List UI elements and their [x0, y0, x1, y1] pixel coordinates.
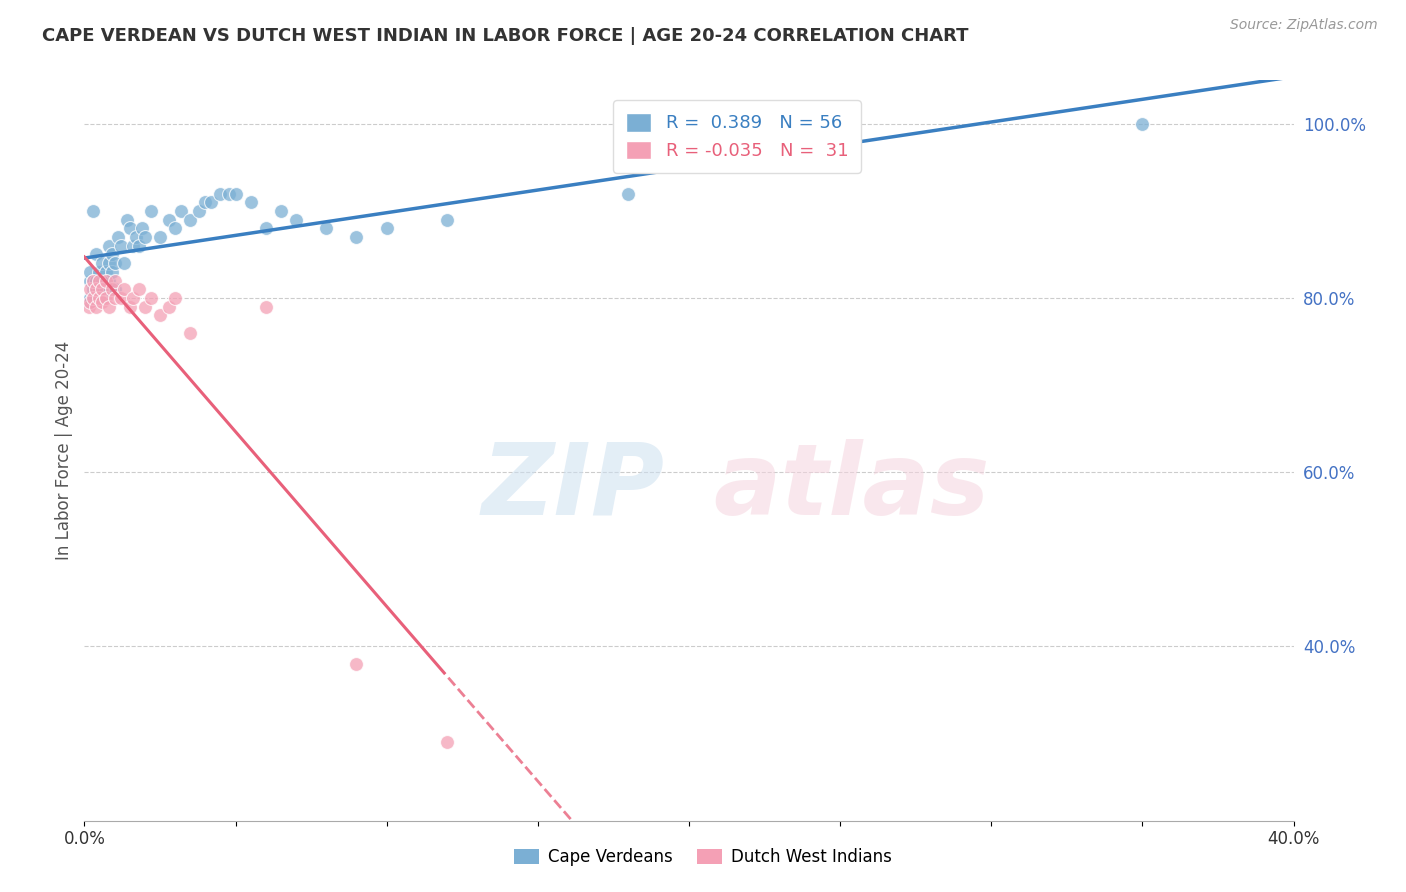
Point — [89, 291, 111, 305]
Point — [436, 735, 458, 749]
Point — [100, 265, 122, 279]
Point — [170, 203, 193, 218]
Point — [94, 274, 117, 288]
Point — [91, 274, 114, 288]
Point — [617, 186, 640, 201]
Point — [91, 282, 114, 296]
Point — [97, 274, 120, 288]
Point — [157, 212, 180, 227]
Point — [86, 274, 108, 288]
Point — [110, 239, 132, 253]
Point — [91, 256, 114, 270]
Point — [104, 274, 127, 288]
Point — [86, 282, 108, 296]
Point — [200, 195, 222, 210]
Point — [94, 265, 117, 279]
Point — [1130, 117, 1153, 131]
Point — [79, 291, 101, 305]
Point — [115, 212, 138, 227]
Point — [79, 282, 101, 296]
Text: ZIP: ZIP — [482, 439, 665, 536]
Point — [82, 291, 104, 305]
Point — [254, 221, 277, 235]
Point — [188, 203, 211, 218]
Text: atlas: atlas — [713, 439, 990, 536]
Point — [165, 221, 187, 235]
Point — [112, 282, 135, 296]
Point — [436, 212, 458, 227]
Point — [285, 212, 308, 227]
Point — [100, 247, 122, 261]
Point — [128, 282, 150, 296]
Point — [82, 274, 104, 288]
Point — [79, 295, 101, 310]
Point — [270, 203, 292, 218]
Point — [346, 657, 368, 671]
Point — [77, 295, 100, 310]
Point — [134, 230, 156, 244]
Point — [89, 274, 111, 288]
Point — [97, 300, 120, 314]
Point — [91, 291, 114, 305]
Point — [89, 282, 111, 296]
Point — [104, 282, 127, 296]
Point — [82, 203, 104, 218]
Point — [375, 221, 398, 235]
Point — [100, 282, 122, 296]
Point — [94, 291, 117, 305]
Legend: Cape Verdeans, Dutch West Indians: Cape Verdeans, Dutch West Indians — [506, 840, 900, 875]
Point — [157, 300, 180, 314]
Point — [91, 295, 114, 310]
Point — [107, 230, 129, 244]
Text: CAPE VERDEAN VS DUTCH WEST INDIAN IN LABOR FORCE | AGE 20-24 CORRELATION CHART: CAPE VERDEAN VS DUTCH WEST INDIAN IN LAB… — [42, 27, 969, 45]
Point — [86, 282, 108, 296]
Legend: R =  0.389   N = 56, R = -0.035   N =  31: R = 0.389 N = 56, R = -0.035 N = 31 — [613, 101, 860, 172]
Point — [86, 247, 108, 261]
Point — [346, 230, 368, 244]
Point — [89, 265, 111, 279]
Point — [125, 230, 148, 244]
Point — [139, 203, 162, 218]
Point — [194, 195, 217, 210]
Point — [79, 265, 101, 279]
Point — [179, 326, 201, 340]
Point — [112, 256, 135, 270]
Point — [118, 300, 141, 314]
Point — [79, 274, 101, 288]
Point — [218, 186, 240, 201]
Point — [97, 239, 120, 253]
Point — [209, 186, 232, 201]
Point — [82, 274, 104, 288]
Point — [97, 256, 120, 270]
Point — [121, 239, 143, 253]
Point — [121, 291, 143, 305]
Point — [82, 282, 104, 296]
Point — [118, 221, 141, 235]
Point — [104, 256, 127, 270]
Point — [104, 291, 127, 305]
Point — [134, 300, 156, 314]
Point — [315, 221, 337, 235]
Point — [225, 186, 247, 201]
Point — [139, 291, 162, 305]
Point — [110, 291, 132, 305]
Point — [86, 300, 108, 314]
Point — [254, 300, 277, 314]
Text: Source: ZipAtlas.com: Source: ZipAtlas.com — [1230, 18, 1378, 32]
Point — [165, 291, 187, 305]
Point — [239, 195, 262, 210]
Point — [128, 239, 150, 253]
Point — [131, 221, 153, 235]
Point — [149, 230, 172, 244]
Y-axis label: In Labor Force | Age 20-24: In Labor Force | Age 20-24 — [55, 341, 73, 560]
Point — [149, 309, 172, 323]
Point — [94, 282, 117, 296]
Point — [179, 212, 201, 227]
Point — [77, 300, 100, 314]
